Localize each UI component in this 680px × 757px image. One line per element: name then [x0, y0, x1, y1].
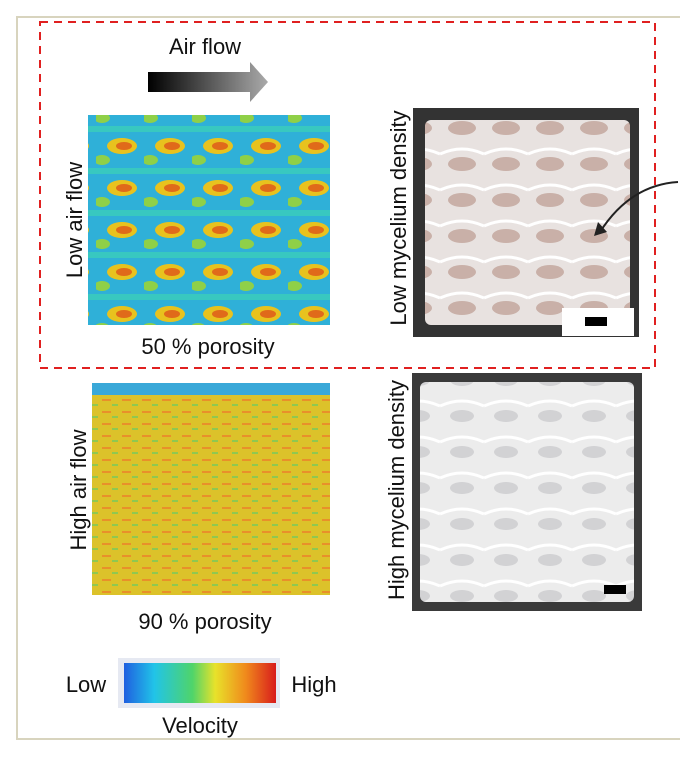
low-density-photo: [425, 120, 630, 325]
side-label: High air flow: [66, 429, 91, 550]
high-flow-sim: [92, 383, 330, 595]
side-label: Low air flow: [62, 162, 87, 278]
colorbar-title: Velocity: [162, 713, 238, 738]
flow-label: Air flow: [169, 34, 241, 59]
scale-bar: [604, 585, 626, 594]
scale-bar: [585, 317, 607, 326]
figure: Air flow Low air flow 50 % porosity High…: [0, 0, 680, 752]
porosity-label: 50 % porosity: [141, 334, 274, 359]
colorbar-low: Low: [66, 672, 106, 697]
high-density-photo: [420, 382, 634, 602]
colorbar-high: High: [291, 672, 336, 697]
sim-edge: [92, 383, 330, 395]
photo-label: High mycelium density: [384, 380, 409, 600]
porosity-label: 90 % porosity: [138, 609, 271, 634]
colorbar: [124, 663, 276, 703]
low-flow-sim: [88, 115, 330, 325]
photo-label: Low mycelium density: [386, 110, 411, 325]
